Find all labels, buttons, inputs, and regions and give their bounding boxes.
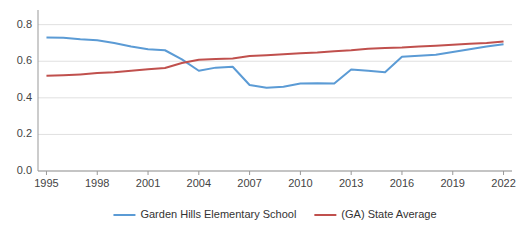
x-tick-label: 2004 bbox=[187, 177, 211, 189]
grid-line bbox=[38, 61, 512, 62]
x-tick-label: 1998 bbox=[85, 177, 109, 189]
x-tick bbox=[249, 171, 250, 175]
x-tick bbox=[351, 171, 352, 175]
x-tick-label: 2016 bbox=[390, 177, 414, 189]
legend-label: Garden Hills Elementary School bbox=[140, 208, 296, 220]
x-tick bbox=[97, 171, 98, 175]
x-tick-label: 2019 bbox=[441, 177, 465, 189]
x-tick-labels: 1995 1998 2001 2004 2007 2010 2013 2016 2019 2022 bbox=[34, 177, 516, 189]
y-tick-label: 0.4 bbox=[17, 91, 32, 103]
background bbox=[0, 0, 524, 229]
legend-label: (GA) State Average bbox=[341, 208, 436, 220]
y-tick-label: 0.2 bbox=[17, 127, 32, 139]
x-tick bbox=[46, 171, 47, 175]
legend-item: Garden Hills Elementary School bbox=[113, 208, 296, 220]
x-tick-label: 2001 bbox=[136, 177, 160, 189]
grid-line bbox=[38, 24, 512, 25]
grid-line bbox=[38, 171, 512, 172]
legend-item: (GA) State Average bbox=[314, 208, 436, 220]
y-tick-label: 0.0 bbox=[17, 164, 32, 176]
plot-area bbox=[46, 37, 503, 87]
x-tick-label: 2010 bbox=[288, 177, 312, 189]
y-tick-label: 0.8 bbox=[17, 18, 32, 30]
legend-swatch bbox=[113, 214, 135, 216]
x-tick bbox=[198, 171, 199, 175]
series-line bbox=[46, 41, 503, 75]
x-tick bbox=[148, 171, 149, 175]
x-tick bbox=[452, 171, 453, 175]
x-axis-line bbox=[38, 171, 512, 172]
x-tick-label: 2022 bbox=[491, 177, 515, 189]
y-axis-line bbox=[38, 10, 39, 171]
y-tick-label: 0.6 bbox=[17, 54, 32, 66]
x-tick-label: 1995 bbox=[34, 177, 58, 189]
x-tick-label: 2013 bbox=[339, 177, 363, 189]
y-grid bbox=[38, 25, 512, 171]
legend: Garden Hills Elementary School (GA) State… bbox=[113, 208, 436, 220]
x-tick-label: 2007 bbox=[237, 177, 261, 189]
x-tick bbox=[300, 171, 301, 175]
legend-swatch bbox=[314, 214, 336, 216]
chart: 0.0 0.2 0.4 0.6 0.8 1995 1998 2001 2004 2007 2010 2… bbox=[0, 0, 524, 229]
y-tick-labels: 0.0 0.2 0.4 0.6 0.8 bbox=[17, 18, 32, 176]
grid-line bbox=[38, 97, 512, 98]
x-tick bbox=[503, 171, 504, 175]
series-line bbox=[46, 37, 503, 87]
x-tick bbox=[401, 171, 402, 175]
grid-line bbox=[38, 134, 512, 135]
